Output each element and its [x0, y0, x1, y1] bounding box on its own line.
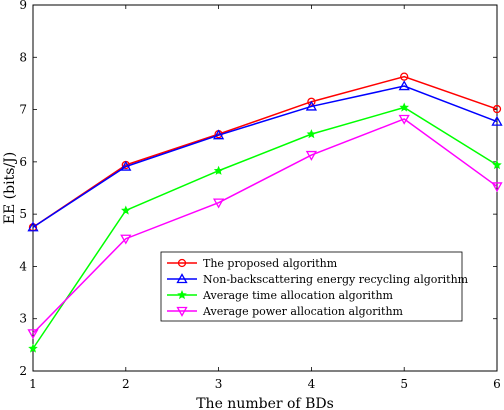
data-point — [306, 129, 317, 139]
y-tick-label: 2 — [19, 364, 27, 378]
series-2 — [27, 80, 503, 232]
series-line — [32, 106, 498, 349]
x-tick-label: 2 — [122, 377, 130, 391]
legend-label: Non-backscattering energy recycling algo… — [203, 273, 469, 286]
data-point — [492, 104, 502, 114]
legend-label: Average power allocation algorithm — [202, 305, 404, 318]
legend-swatch-marker — [176, 273, 188, 284]
data-point — [400, 72, 409, 81]
y-tick-label: 3 — [19, 312, 27, 326]
data-point — [492, 159, 502, 170]
x-tick-label: 3 — [215, 377, 223, 391]
legend-label: The proposed algorithm — [203, 257, 338, 270]
data-point — [399, 102, 409, 112]
legend-label: Average time allocation algorithm — [202, 289, 394, 302]
data-point — [307, 97, 316, 106]
series-line — [32, 85, 498, 228]
series-3 — [28, 102, 502, 353]
data-point — [212, 129, 225, 140]
legend-entry-1: The proposed algorithm — [167, 257, 338, 270]
data-point — [28, 343, 38, 353]
data-point — [491, 182, 503, 193]
y-axis-label: EE (bits/J) — [2, 152, 18, 224]
y-tick-label: 8 — [19, 50, 27, 64]
legend-entry-4: Average power allocation algorithm — [167, 305, 404, 318]
series-line — [32, 118, 498, 334]
data-point — [120, 160, 132, 171]
data-point — [398, 114, 410, 125]
series-layer — [27, 72, 503, 353]
x-tick-label: 1 — [29, 377, 37, 391]
x-tick-label: 6 — [493, 377, 501, 391]
data-point — [120, 234, 132, 245]
series-line — [32, 75, 498, 228]
y-tick-label: 6 — [19, 155, 27, 169]
x-tick-label: 4 — [308, 377, 316, 391]
legend-entry-2: Non-backscattering energy recycling algo… — [167, 273, 469, 286]
legend-swatch-marker — [177, 289, 187, 300]
series-4 — [27, 114, 503, 340]
data-point — [213, 165, 224, 175]
data-point — [27, 221, 39, 232]
y-tick-label: 9 — [19, 0, 27, 12]
data-point — [491, 115, 503, 126]
y-tick-label: 5 — [19, 207, 27, 221]
data-point — [27, 329, 39, 340]
x-tick-label: 5 — [400, 377, 408, 391]
data-point — [398, 80, 410, 91]
data-point — [212, 198, 225, 209]
legend-box — [160, 251, 463, 322]
y-tick-label: 4 — [19, 259, 27, 273]
legend-entry-3: Average time allocation algorithm — [167, 289, 394, 302]
data-point — [305, 150, 318, 161]
y-tick-label: 7 — [19, 103, 27, 117]
x-axis-label: The number of BDs — [196, 396, 334, 410]
legend: The proposed algorithm Non-backscattering… — [160, 251, 469, 322]
data-point — [305, 100, 318, 111]
data-point — [121, 205, 131, 215]
legend-swatch-marker — [176, 306, 188, 317]
legend-swatch-marker — [177, 258, 187, 268]
